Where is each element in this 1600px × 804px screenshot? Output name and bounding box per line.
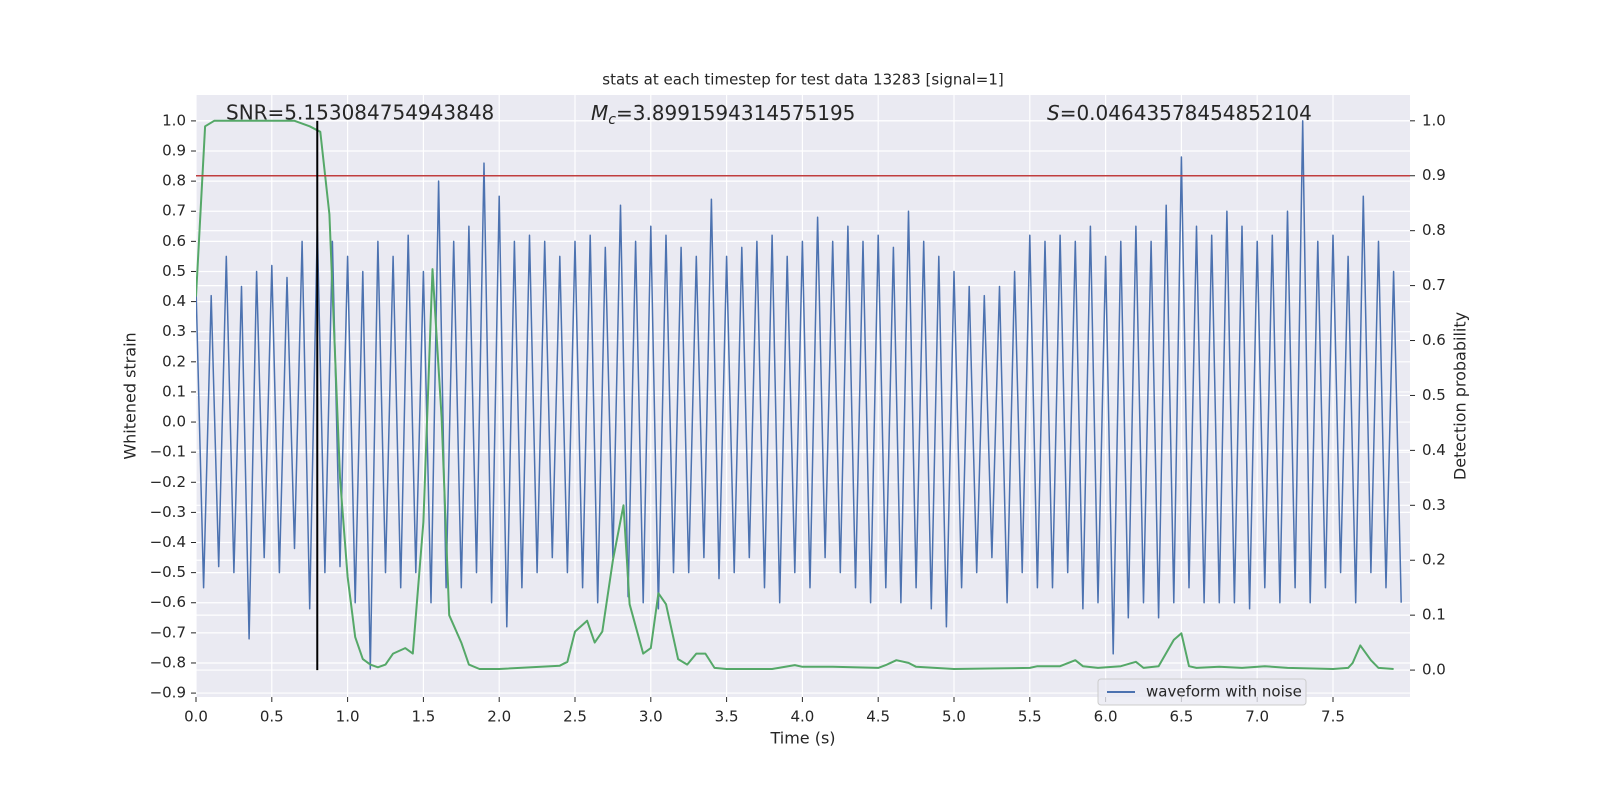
y-axis-label: Whitened strain [121, 332, 140, 459]
mc-annotation: Mc=3.8991594314575195 [591, 101, 855, 129]
legend-label: waveform with noise [1146, 683, 1302, 701]
y-tick-label: −0.2 [150, 473, 186, 491]
axes: 0.0 0.5 1.0 1.5 2.0 2.5 3.0 3.5 4.0 4.5 5.0 5.5 6.0 6… [150, 111, 1446, 725]
mc-value: =3.8991594314575195 [616, 101, 855, 125]
legend-box [1097, 678, 1307, 706]
mc-symbol: M [591, 101, 608, 125]
x-tick-label: 1.0 [336, 708, 360, 726]
y2-tick-label: 0.6 [1422, 331, 1446, 349]
x-tick-label: 3.0 [639, 708, 663, 726]
s-value: =0.04643578454852104 [1060, 101, 1312, 125]
y2-tick-label: 0.0 [1422, 661, 1446, 679]
waveform-line [196, 120, 1402, 670]
y2-axis-label: Detection probability [1451, 312, 1470, 480]
y-tick-label: −0.7 [150, 623, 186, 641]
y-tick-label: −0.5 [150, 563, 186, 581]
y-tick-label: −0.1 [150, 443, 186, 461]
x-tick-label: 5.5 [1018, 708, 1042, 726]
y-tick-label: −0.6 [150, 593, 186, 611]
x-tick-label: 4.5 [866, 708, 890, 726]
y-tick-label: −0.3 [150, 503, 186, 521]
x-tick-label: 5.0 [942, 708, 966, 726]
legend: waveform with noise [1097, 678, 1307, 706]
x-tick-label: 4.0 [790, 708, 814, 726]
x-tick-label: 1.5 [411, 708, 435, 726]
s-annotation: S=0.04643578454852104 [1047, 101, 1312, 125]
x-tick-label: 0.0 [184, 708, 208, 726]
y2-tick-label: 0.8 [1422, 221, 1446, 239]
y2-tick-label: 0.1 [1422, 606, 1446, 624]
x-tick-label: 6.0 [1094, 708, 1118, 726]
snr-annotation: SNR=5.153084754943848 [226, 101, 494, 125]
y2-tick-label: 0.9 [1422, 166, 1446, 184]
x-tick-label: 2.0 [487, 708, 511, 726]
y-tick-label: 0.0 [162, 413, 186, 431]
y-tick-label: −0.8 [150, 653, 186, 671]
y2-tick-label: 0.5 [1422, 386, 1446, 404]
y-tick-label: 0.4 [162, 292, 186, 310]
y2-tick-label: 0.2 [1422, 551, 1446, 569]
y-tick-label: 0.6 [162, 232, 186, 250]
y-tick-label: −0.4 [150, 533, 186, 551]
y-tick-label: 1.0 [162, 111, 186, 129]
x-tick-label: 3.5 [715, 708, 739, 726]
x-tick-label: 7.5 [1321, 708, 1345, 726]
y-tick-label: 0.5 [162, 262, 186, 280]
probability-line [196, 119, 1394, 670]
x-tick-label: 2.5 [563, 708, 587, 726]
y-tick-label: 0.3 [162, 322, 186, 340]
y-tick-label: 0.2 [162, 352, 186, 370]
x-axis-label: Time (s) [769, 729, 835, 748]
y2-tick-label: 0.3 [1422, 496, 1446, 514]
y2-tick-label: 0.4 [1422, 441, 1446, 459]
x-tick-label: 6.5 [1169, 708, 1193, 726]
x-tick-label: 7.0 [1245, 708, 1269, 726]
y2-tick-label: 1.0 [1422, 111, 1446, 129]
y-tick-label: 0.8 [162, 172, 186, 190]
y-tick-label: −0.9 [150, 684, 186, 702]
mc-subscript: c [608, 112, 616, 128]
chart-title: stats at each timestep for test data 132… [602, 71, 1003, 89]
data-layer [196, 119, 1410, 671]
y-tick-label: 0.1 [162, 382, 186, 400]
y-tick-label: 0.9 [162, 142, 186, 160]
y-tick-label: 0.7 [162, 202, 186, 220]
y2-tick-label: 0.7 [1422, 276, 1446, 294]
x-tick-label: 0.5 [260, 708, 284, 726]
s-symbol: S [1047, 101, 1060, 125]
